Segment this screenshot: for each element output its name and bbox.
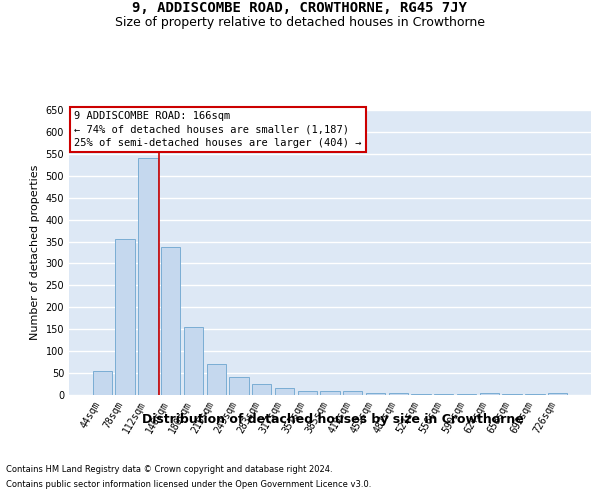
Bar [457, 394, 476, 395]
Bar [548, 393, 567, 395]
Bar [161, 247, 181, 395]
Bar [366, 393, 385, 395]
Bar [229, 376, 248, 395]
Text: Contains HM Land Registry data © Crown copyright and database right 2024.: Contains HM Land Registry data © Crown c… [6, 465, 332, 474]
Text: Distribution of detached houses by size in Crowthorne: Distribution of detached houses by size … [142, 412, 524, 426]
Y-axis label: Number of detached properties: Number of detached properties [30, 165, 40, 340]
Bar [434, 394, 454, 395]
Text: Contains public sector information licensed under the Open Government Licence v3: Contains public sector information licen… [6, 480, 371, 489]
Text: Size of property relative to detached houses in Crowthorne: Size of property relative to detached ho… [115, 16, 485, 29]
Bar [389, 393, 408, 395]
Bar [93, 371, 112, 395]
Text: 9, ADDISCOMBE ROAD, CROWTHORNE, RG45 7JY: 9, ADDISCOMBE ROAD, CROWTHORNE, RG45 7JY [133, 1, 467, 15]
Bar [115, 240, 135, 395]
Bar [298, 390, 317, 395]
Bar [275, 388, 294, 395]
Bar [502, 394, 522, 395]
Text: 9 ADDISCOMBE ROAD: 166sqm
← 74% of detached houses are smaller (1,187)
25% of se: 9 ADDISCOMBE ROAD: 166sqm ← 74% of detac… [74, 112, 362, 148]
Bar [206, 364, 226, 395]
Bar [525, 394, 545, 395]
Bar [252, 384, 271, 395]
Bar [479, 393, 499, 395]
Bar [184, 327, 203, 395]
Bar [320, 390, 340, 395]
Bar [412, 394, 431, 395]
Bar [138, 158, 158, 395]
Bar [343, 391, 362, 395]
